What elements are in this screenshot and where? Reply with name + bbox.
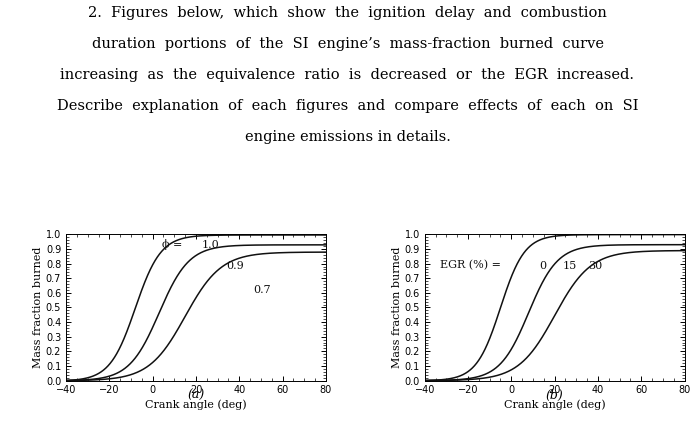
- Text: ϕ =: ϕ =: [162, 239, 183, 250]
- X-axis label: Crank angle (deg): Crank angle (deg): [145, 399, 247, 410]
- Text: 0.7: 0.7: [253, 285, 271, 295]
- Y-axis label: Mass fraction burned: Mass fraction burned: [33, 247, 43, 368]
- Text: 0: 0: [539, 261, 546, 271]
- Text: (a): (a): [188, 389, 204, 402]
- Text: Describe  explanation  of  each  figures  and  compare  effects  of  each  on  S: Describe explanation of each figures and…: [57, 99, 638, 114]
- Text: 15: 15: [562, 261, 577, 271]
- Y-axis label: Mass fraction burned: Mass fraction burned: [392, 247, 402, 368]
- X-axis label: Crank angle (deg): Crank angle (deg): [504, 399, 605, 410]
- Text: EGR (%) =: EGR (%) =: [440, 261, 501, 271]
- Text: 2.  Figures  below,  which  show  the  ignition  delay  and  combustion: 2. Figures below, which show the ignitio…: [88, 6, 607, 21]
- Text: 30: 30: [589, 261, 603, 271]
- Text: increasing  as  the  equivalence  ratio  is  decreased  or  the  EGR  increased.: increasing as the equivalence ratio is d…: [60, 68, 635, 83]
- Text: (b): (b): [546, 389, 564, 402]
- Text: duration  portions  of  the  SI  engine’s  mass-fraction  burned  curve: duration portions of the SI engine’s mas…: [92, 37, 603, 52]
- Text: engine emissions in details.: engine emissions in details.: [245, 130, 450, 144]
- Text: 0.9: 0.9: [226, 261, 244, 271]
- Text: 1.0: 1.0: [201, 240, 219, 250]
